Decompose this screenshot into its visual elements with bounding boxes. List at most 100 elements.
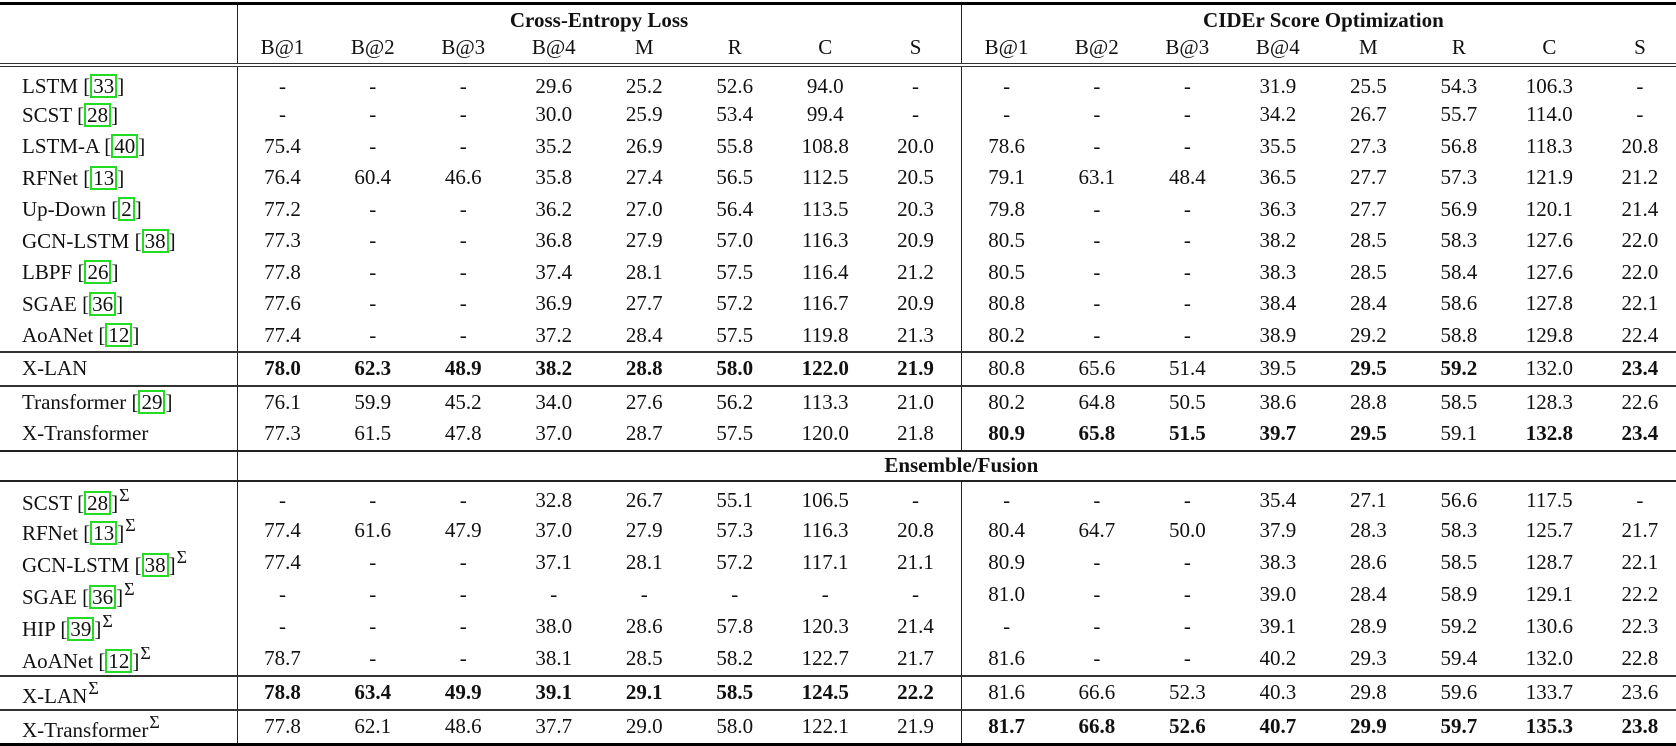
metric-value-cell: 39.1 (508, 674, 599, 710)
method-name-cell: RFNet [13] (22, 165, 125, 190)
citation-link[interactable]: 13 (90, 521, 118, 545)
metric-value-cell: - (369, 487, 377, 512)
metric-value-cell: - (1093, 73, 1101, 98)
metric-value-cell: 77.2 (236, 193, 328, 225)
metric-value-cell: 62.3 (327, 351, 418, 386)
citation-link[interactable]: 33 (90, 74, 118, 98)
metric-value-cell: 114.0 (1526, 102, 1573, 127)
metric-value-cell: 36.8 (535, 228, 573, 253)
method-name-cell: X-LANΣ (0, 674, 237, 710)
metric-value-cell: - (369, 582, 377, 606)
ensemble-sigma-marker: Σ (176, 547, 188, 567)
metric-value-cell: 25.5 (1349, 73, 1387, 98)
metric-value-cell: 27.7 (1349, 196, 1387, 221)
metric-value-cell: 26.7 (1349, 102, 1387, 127)
metric-value-cell: 28.7 (625, 421, 663, 446)
metric-value-cell: 27.9 (625, 228, 663, 253)
metric-value-cell: - (912, 582, 920, 606)
citation-link[interactable]: 38 (141, 553, 169, 577)
metric-value-cell: 48.4 (1168, 165, 1206, 190)
ensemble-sigma-marker: Σ (149, 711, 160, 732)
metric-value-cell: - (369, 73, 377, 98)
metric-value-cell: 29.2 (1349, 322, 1387, 347)
metric-value-cell: 21.2 (1621, 165, 1659, 190)
metric-value-cell: 135.3 (1504, 708, 1595, 746)
metric-value-cell: 80.9 (960, 418, 1052, 451)
metric-value-cell: 28.6 (1349, 550, 1387, 574)
column-header-cider-b4: B@4 (1232, 31, 1324, 67)
ensemble-sigma-marker: Σ (119, 484, 130, 505)
metric-value-cell: 27.7 (1349, 165, 1387, 190)
metric-value-cell: - (1093, 133, 1101, 158)
metric-value-cell: 31.9 (1259, 73, 1297, 98)
metric-value-cell: 58.5 (1413, 384, 1505, 418)
citation-link[interactable]: 2 (118, 197, 135, 222)
metric-value-cell: 113.5 (802, 196, 849, 221)
method-name-cell: X-Transformer (0, 418, 237, 451)
metric-value-cell: 38.1 (535, 646, 573, 670)
method-name: SGAE (22, 585, 77, 609)
metric-value-cell: 117.5 (1526, 487, 1573, 512)
metric-value-cell: - (369, 133, 377, 158)
table-body: LSTM [33] - - -29.6 25.2 52.6 94.0- - - -31.9 25.5… (0, 65, 1676, 746)
citation-link[interactable]: 26 (84, 260, 112, 285)
metric-value-cell: 77.8 (236, 256, 328, 288)
column-header-xe-r: R (689, 31, 780, 67)
metric-value-cell: 21.2 (897, 259, 934, 284)
citation-link[interactable]: 28 (84, 490, 112, 515)
method-name: AoANet (22, 323, 94, 348)
metric-value-cell: 34.2 (1259, 102, 1297, 127)
metric-value-cell: 29.6 (535, 73, 573, 98)
metric-value-cell: - (1183, 102, 1191, 127)
metric-value-cell: - (459, 73, 467, 98)
metric-value-cell: - (1183, 646, 1191, 670)
citation-link[interactable]: 29 (138, 390, 166, 415)
metric-value-cell: 28.5 (1349, 228, 1387, 253)
metric-value-cell: 20.0 (897, 133, 934, 158)
citation-link[interactable]: 39 (67, 617, 95, 641)
ensemble-section-label: Ensemble/Fusion (236, 449, 1676, 482)
column-header-row: B@1 B@2 B@3 B@4 M R C S B@1 B@2 B@3 B@4 M R C S (0, 31, 1676, 67)
metric-value-cell: 28.8 (599, 351, 690, 386)
citation-link[interactable]: 36 (89, 585, 117, 609)
metric-value-cell: 37.4 (535, 259, 573, 284)
table-row: LSTM [33] - - - 29.6 25.2 52.6 94.0 - - - - 31.9 25.5… (0, 65, 1676, 99)
metric-value-cell: - (1183, 614, 1191, 638)
metric-value-cell: - (369, 550, 377, 574)
citation-link[interactable]: 13 (90, 165, 118, 190)
metric-value-cell: - (459, 196, 467, 221)
metric-value-cell: 80.9 (960, 546, 1052, 579)
metric-value-cell: 35.5 (1259, 133, 1297, 158)
metric-value-cell: 23.8 (1594, 708, 1676, 746)
metric-value-cell: - (1093, 614, 1101, 638)
method-name-cell: SGAE [36]Σ (22, 579, 135, 609)
metric-value-cell: 21.3 (897, 322, 934, 347)
metric-value-cell: 57.3 (716, 518, 754, 542)
metric-value-cell: 80.2 (960, 384, 1052, 418)
ensemble-sigma-marker: Σ (125, 515, 136, 535)
citation-link[interactable]: 28 (84, 102, 112, 127)
metric-value-cell: 77.4 (236, 514, 328, 547)
citation-link[interactable]: 38 (141, 228, 169, 253)
metric-value-cell: 56.8 (1440, 133, 1478, 158)
metric-value-cell: - (236, 99, 328, 131)
citation-link[interactable]: 36 (89, 291, 117, 316)
citation-link[interactable]: 12 (105, 649, 133, 673)
table-row: X-LAN 78.0 62.3 48.9 38.2 28.8 58.0 122.0 21.9 80… (0, 351, 1676, 386)
metric-value-cell: - (1183, 228, 1191, 253)
metric-value-cell: 128.3 (1504, 384, 1595, 418)
citation-link[interactable]: 12 (105, 323, 133, 348)
metric-value-cell: - (459, 133, 467, 158)
metric-value-cell: - (1093, 582, 1101, 606)
metric-value-cell: 58.0 (689, 351, 780, 386)
metric-value-cell: 21.4 (897, 614, 934, 638)
metric-value-cell: 113.3 (780, 384, 871, 418)
metric-value-cell: - (1183, 550, 1191, 574)
group-header-row: Cross-Entropy Loss CIDEr Score Optimizat… (0, 2, 1676, 31)
metric-value-cell: 21.4 (1621, 196, 1659, 221)
metric-value-cell: 55.7 (1440, 102, 1478, 127)
citation-link[interactable]: 40 (111, 134, 139, 159)
metric-value-cell: 128.7 (1525, 550, 1573, 574)
metric-value-cell: 129.8 (1525, 322, 1573, 347)
metric-value-cell: - (1093, 102, 1101, 127)
